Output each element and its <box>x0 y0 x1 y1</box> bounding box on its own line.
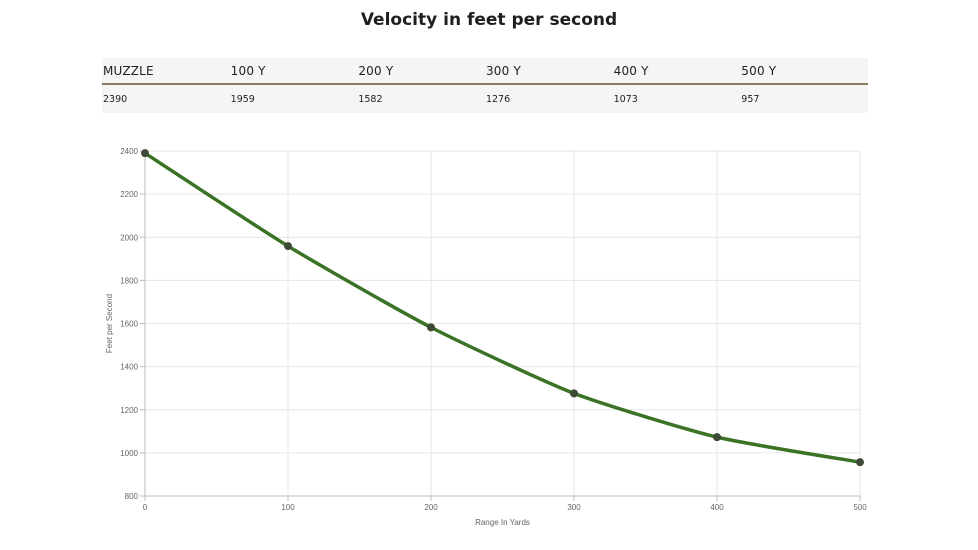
table-cell: 1582 <box>358 93 383 105</box>
data-point <box>713 433 721 442</box>
table-cell: 1073 <box>613 93 638 105</box>
data-point <box>284 242 292 251</box>
y-tick-label: 1000 <box>120 449 138 458</box>
y-tick-label: 1800 <box>120 276 138 285</box>
x-axis-title: Range In Yards <box>475 518 530 527</box>
table-header-cell: 100 Y <box>229 58 358 85</box>
data-point <box>856 458 864 467</box>
data-point <box>570 389 578 398</box>
series-line <box>143 151 862 464</box>
table-header-row: MUZZLE 100 Y 200 Y 300 Y 400 Y 500 Y <box>102 58 868 85</box>
y-tick-label: 1600 <box>120 320 138 329</box>
y-tick-label: 2200 <box>120 190 138 199</box>
x-tick-label: 300 <box>567 503 581 512</box>
y-tick-label: 1400 <box>120 363 138 372</box>
velocity-table: MUZZLE 100 Y 200 Y 300 Y 400 Y 500 Y 239… <box>102 58 868 113</box>
page-title: Velocity in feet per second <box>360 10 618 30</box>
velocity-chart-svg: 800 1000 1200 1400 1600 1800 2000 2200 2400 0 100 2… <box>105 147 867 527</box>
table-header-cell: 300 Y <box>484 58 613 85</box>
table-header-cell: 500 Y <box>740 58 868 85</box>
data-point <box>427 323 435 332</box>
table-cell: 1276 <box>485 93 511 105</box>
table-header-cell: 400 Y <box>612 58 741 85</box>
table-header-cell: MUZZLE <box>102 58 230 85</box>
table-header-cell: 200 Y <box>357 58 485 85</box>
x-tick-label: 0 <box>143 503 148 512</box>
data-point <box>141 149 149 158</box>
y-tick-label: 800 <box>125 492 139 501</box>
x-tick-label: 400 <box>710 503 724 512</box>
table-cell: 2390 <box>103 93 128 105</box>
table-row: 2390 1959 1582 1276 1073 957 <box>102 84 868 113</box>
x-tick-label: 500 <box>853 503 867 512</box>
velocity-chart: 800 1000 1200 1400 1600 1800 2000 2200 2400 0 100 2… <box>0 120 978 540</box>
table-cell: 957 <box>741 93 760 105</box>
y-axis-title: Feet per Second <box>105 294 114 353</box>
y-tick-label: 2000 <box>120 233 138 242</box>
y-tick-label: 1200 <box>120 406 138 415</box>
x-tick-label: 200 <box>424 503 438 512</box>
table-cell: 1959 <box>230 93 255 105</box>
y-tick-label: 2400 <box>120 147 138 156</box>
x-tick-label: 100 <box>281 503 295 512</box>
